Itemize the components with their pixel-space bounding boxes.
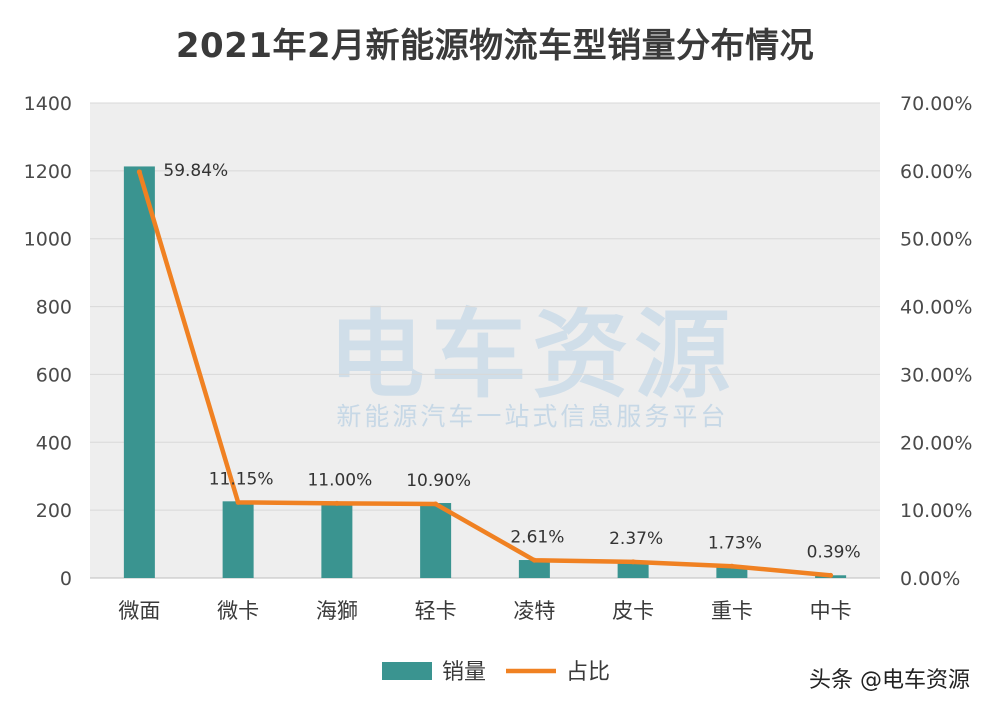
bar-皮卡 bbox=[617, 561, 649, 578]
data-label-微面: 59.84% bbox=[163, 161, 228, 181]
category-label: 重卡 bbox=[711, 599, 753, 623]
category-label: 轻卡 bbox=[415, 599, 457, 623]
watermark: 电车资源 新能源汽车一站式信息服务平台 bbox=[328, 299, 736, 431]
left-tick-label: 800 bbox=[36, 297, 72, 319]
left-tick-label: 400 bbox=[36, 432, 72, 454]
left-axis: 0 200 400 600 800 1000 1200 1400 bbox=[24, 93, 72, 590]
category-label: 微卡 bbox=[217, 599, 259, 623]
right-tick-label: 40.00% bbox=[900, 297, 972, 319]
legend-label-bar: 销量 bbox=[442, 660, 486, 685]
category-label: 微面 bbox=[118, 599, 160, 623]
category-label: 凌特 bbox=[513, 599, 555, 623]
right-tick-label: 30.00% bbox=[900, 364, 972, 386]
category-label: 皮卡 bbox=[612, 599, 654, 623]
right-tick-label: 10.00% bbox=[900, 500, 972, 522]
data-label-皮卡: 2.37% bbox=[609, 529, 663, 549]
chart-title: 2021年2月新能源物流车型销量分布情况 bbox=[175, 26, 815, 66]
line-series bbox=[136, 169, 834, 578]
data-label-中卡: 0.39% bbox=[807, 542, 861, 562]
category-labels: 微面 微卡 海獅 轻卡 凌特 皮卡 重卡 中卡 bbox=[118, 599, 851, 623]
share-point-皮卡 bbox=[630, 559, 636, 565]
data-label-重卡: 1.73% bbox=[708, 533, 762, 553]
bar-重卡 bbox=[716, 566, 748, 578]
data-label-轻卡: 10.90% bbox=[406, 471, 471, 491]
bar-series bbox=[123, 166, 847, 579]
right-axis: 0.00% 10.00% 20.00% 30.00% 40.00% 50.00% 60.00… bbox=[900, 93, 972, 590]
left-tick-label: 1400 bbox=[24, 93, 72, 115]
data-labels: 59.84% 11.15% 11.00% 10.90% 2.61% 2.37% 1.73% 0… bbox=[163, 161, 860, 562]
watermark-main: 电车资源 bbox=[328, 299, 736, 411]
share-point-中卡 bbox=[828, 572, 834, 578]
share-point-微卡 bbox=[235, 499, 241, 505]
share-point-轻卡 bbox=[433, 501, 439, 507]
bar-凌特 bbox=[518, 560, 550, 578]
right-tick-label: 50.00% bbox=[900, 229, 972, 251]
share-line bbox=[137, 169, 833, 578]
left-tick-label: 200 bbox=[36, 500, 72, 522]
plot-area bbox=[90, 103, 880, 578]
left-tick-label: 600 bbox=[36, 364, 72, 386]
bar-微面 bbox=[123, 166, 155, 579]
bar-微卡 bbox=[222, 501, 254, 578]
share-point-海獅 bbox=[334, 500, 340, 506]
share-point-凌特 bbox=[531, 557, 537, 563]
right-tick-label: 60.00% bbox=[900, 161, 972, 183]
share-point-微面 bbox=[136, 169, 142, 175]
right-tick-label: 20.00% bbox=[900, 432, 972, 454]
bar-海獅 bbox=[321, 502, 353, 578]
data-label-凌特: 2.61% bbox=[510, 527, 564, 547]
source-credit: 头条 @电车资源 bbox=[809, 668, 970, 693]
legend: 销量 占比 bbox=[382, 660, 610, 685]
legend-label-line: 占比 bbox=[566, 660, 610, 685]
left-tick-label: 1200 bbox=[24, 161, 72, 183]
category-label: 海獅 bbox=[316, 599, 358, 623]
right-tick-label: 70.00% bbox=[900, 93, 972, 115]
left-tick-label: 1000 bbox=[24, 229, 72, 251]
data-label-海獅: 11.00% bbox=[307, 470, 372, 490]
data-label-微卡: 11.15% bbox=[209, 469, 274, 489]
bar-轻卡 bbox=[420, 503, 452, 578]
watermark-sub: 新能源汽车一站式信息服务平台 bbox=[336, 402, 728, 431]
right-tick-label: 0.00% bbox=[900, 568, 960, 590]
legend-swatch-bar bbox=[382, 662, 432, 680]
category-label: 中卡 bbox=[810, 599, 852, 623]
left-tick-label: 0 bbox=[60, 568, 72, 590]
share-point-重卡 bbox=[729, 563, 735, 569]
